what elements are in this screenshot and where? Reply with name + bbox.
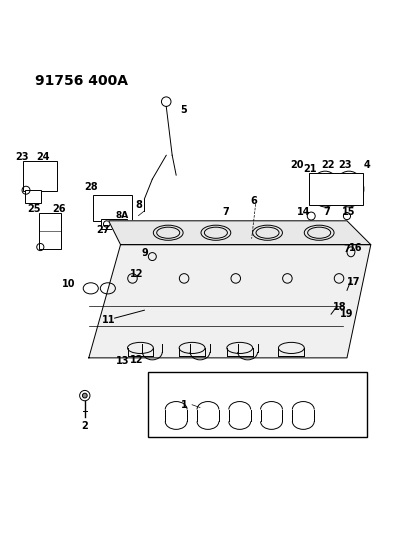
Bar bbox=[25, 190, 41, 203]
Text: 11: 11 bbox=[102, 315, 115, 325]
Text: 22: 22 bbox=[321, 160, 335, 170]
Text: 4: 4 bbox=[364, 160, 370, 170]
Text: 18: 18 bbox=[333, 302, 347, 312]
Text: 12: 12 bbox=[130, 270, 143, 279]
Text: 9: 9 bbox=[141, 248, 148, 257]
Bar bbox=[309, 173, 363, 205]
Bar bbox=[148, 372, 367, 437]
Text: 1: 1 bbox=[181, 400, 188, 410]
Text: 14: 14 bbox=[296, 207, 310, 217]
Text: 15: 15 bbox=[342, 207, 356, 217]
Text: 21: 21 bbox=[304, 164, 317, 174]
Text: 7: 7 bbox=[344, 244, 350, 254]
Text: 19: 19 bbox=[340, 309, 354, 319]
Text: 6: 6 bbox=[250, 196, 257, 206]
Text: 13: 13 bbox=[116, 356, 129, 366]
Text: 8A: 8A bbox=[116, 211, 129, 220]
Polygon shape bbox=[109, 221, 371, 245]
Text: 91756 400A: 91756 400A bbox=[35, 74, 128, 87]
Text: 27: 27 bbox=[96, 224, 110, 235]
Text: 2: 2 bbox=[82, 421, 88, 431]
Text: 5: 5 bbox=[181, 104, 188, 115]
Polygon shape bbox=[89, 245, 371, 358]
Text: 20: 20 bbox=[290, 160, 304, 170]
Text: 25: 25 bbox=[27, 204, 41, 214]
Text: 16: 16 bbox=[349, 243, 362, 253]
Bar bbox=[23, 161, 57, 191]
Text: 23: 23 bbox=[339, 160, 352, 170]
Circle shape bbox=[82, 393, 87, 398]
Bar bbox=[101, 219, 126, 229]
Text: 23: 23 bbox=[15, 152, 29, 162]
Bar bbox=[93, 195, 132, 221]
Text: 10: 10 bbox=[62, 279, 76, 289]
Text: 17: 17 bbox=[347, 277, 361, 287]
Text: 24: 24 bbox=[36, 152, 50, 162]
Text: 8: 8 bbox=[135, 200, 142, 210]
Text: 7: 7 bbox=[222, 207, 229, 217]
Text: 28: 28 bbox=[84, 182, 98, 192]
Bar bbox=[39, 213, 61, 248]
Text: 26: 26 bbox=[52, 204, 66, 214]
Text: 12: 12 bbox=[130, 355, 143, 365]
Text: 7: 7 bbox=[324, 207, 330, 217]
